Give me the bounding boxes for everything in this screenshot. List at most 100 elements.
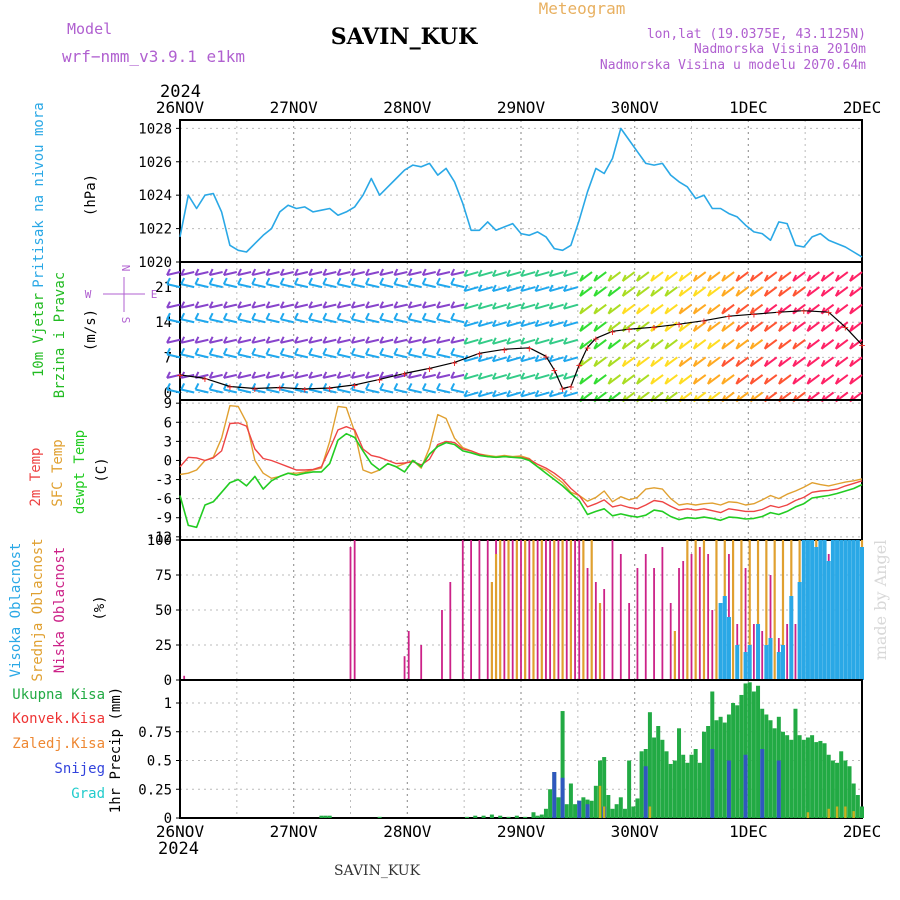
low-cloud-bar (786, 624, 789, 680)
wind-barb-flag (180, 277, 186, 285)
high-cloud-bar (830, 540, 835, 680)
low-cloud-bar (794, 624, 797, 680)
wind-barb-flag (792, 324, 798, 332)
wind-barb-flag (778, 377, 783, 385)
wind-barb-flag (265, 277, 271, 285)
high-cloud-bar (789, 596, 794, 680)
wind-barb (792, 286, 806, 297)
wind-barb-flag (763, 359, 769, 367)
wind-barb (408, 318, 422, 324)
wind-barb-flag (322, 371, 328, 379)
wind-gust-mark: + (202, 372, 209, 385)
wind-barb-flag (477, 319, 483, 327)
wind-barb-flag (548, 337, 554, 345)
wind-barb (593, 271, 607, 282)
wind-barb (549, 373, 564, 380)
wind-barb-flag (749, 324, 755, 332)
wind-compass: N W E S (85, 265, 158, 324)
precip-bar (681, 754, 686, 818)
wind-gust-mark: + (825, 306, 832, 319)
wind-barb-flag (194, 277, 200, 285)
wind-barb-flag (678, 324, 684, 332)
wind-barb-flag (279, 347, 285, 355)
wind-barb (166, 373, 181, 379)
precip-bar (514, 815, 519, 818)
x-label-top: 30NOV (611, 98, 660, 117)
wind-barb (849, 374, 863, 385)
wind-barb (650, 338, 664, 350)
wind-barb-flag (778, 289, 783, 297)
wind-barb (195, 338, 209, 344)
mid-cloud-bar (765, 540, 768, 680)
wind-barb-flag (548, 319, 554, 327)
wind-barb-flag (721, 377, 727, 385)
wind-barb-flag (365, 371, 370, 379)
mid-cloud-bar (524, 540, 527, 680)
wind-barb-flag (849, 289, 854, 297)
wind-barb (650, 374, 664, 385)
wind-barb (664, 303, 678, 315)
precip-bar (652, 737, 657, 818)
mid-cloud-bar (499, 540, 502, 680)
wind-barb-flag (820, 342, 826, 350)
precip-bar (718, 716, 723, 818)
wind-barb (506, 321, 522, 328)
snow-bar (710, 749, 715, 818)
wind-barb (294, 283, 309, 289)
wind-barb (252, 303, 266, 309)
wind-barb-flag (436, 383, 441, 390)
wind-barb (693, 338, 707, 350)
wind-barb-flag (421, 336, 427, 344)
wind-barb-flag (379, 371, 385, 379)
wind-barb-flag (365, 312, 370, 320)
low-cloud-bar (594, 582, 597, 680)
wind-barb-flag (506, 269, 511, 277)
precip-bar (523, 816, 528, 818)
mid-cloud-bar (540, 540, 543, 680)
model-elevation-text: Nadmorska Visina u modelu 2070.64m (600, 58, 866, 73)
wind-barb (195, 283, 209, 289)
wind-barb-flag (650, 324, 655, 332)
wind-barb (579, 303, 593, 315)
wind-barb-flag (621, 274, 627, 282)
wind-barb-flag (336, 347, 342, 355)
precip-bar (851, 783, 856, 818)
wind-barb (607, 374, 622, 385)
wind-barb (422, 353, 436, 359)
wind-barb-flag (237, 347, 242, 355)
wind-barb-flag (621, 289, 627, 297)
high-cloud-bar (764, 645, 769, 680)
wind-barb (394, 353, 408, 359)
wind-barb (535, 321, 550, 328)
wind-barb-flag (222, 371, 228, 379)
wind-barb (535, 373, 550, 380)
wind-barb-flag (749, 289, 755, 297)
precip-ylabel: 1hr Precip (mm) (108, 687, 124, 813)
wind-barb (337, 303, 351, 309)
wind-barb-flag (534, 319, 540, 327)
lonlat-text: lon,lat (19.0375E, 43.1125N) (647, 27, 866, 42)
wind-barb (749, 271, 764, 282)
x-label-top: 2DEC (843, 98, 882, 117)
wind-barb (506, 338, 522, 345)
wind-barb (478, 373, 493, 380)
y-tick-label: 1022 (138, 222, 172, 238)
wind-gust-mark: + (227, 380, 234, 393)
wind-barb-flag (293, 312, 299, 320)
wind-gust-mark: + (301, 383, 308, 396)
low-cloud-bar (511, 540, 514, 680)
wind-barb (735, 321, 749, 333)
wind-barb (323, 303, 337, 309)
wind-barb-flag (721, 324, 727, 332)
wind-barb (622, 303, 636, 315)
wind-barb-flag (534, 354, 540, 362)
wind-barb (664, 286, 678, 297)
wind-barb-flag (477, 337, 483, 345)
wind-barb (422, 338, 436, 344)
high-cloud-bar (722, 596, 727, 680)
wind-gust-mark: + (177, 369, 184, 382)
wind-barb-flag (336, 268, 342, 276)
wind-barb-flag (520, 284, 526, 292)
wind-barb (707, 286, 721, 297)
